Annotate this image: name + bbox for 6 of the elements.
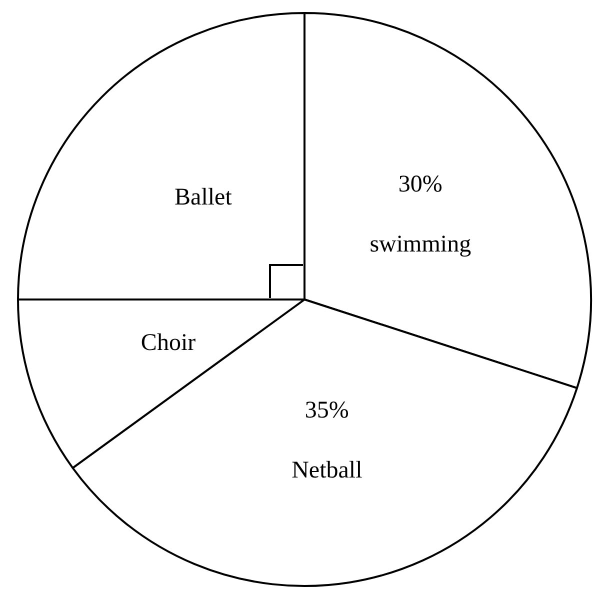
slice-label: Ballet — [174, 184, 232, 211]
slice-label: Netball — [292, 457, 363, 484]
slice-label: Choir — [140, 330, 196, 356]
data-label: 35% — [304, 397, 349, 424]
data-label: 30% — [398, 172, 442, 198]
slice-label: swimming — [370, 232, 472, 258]
